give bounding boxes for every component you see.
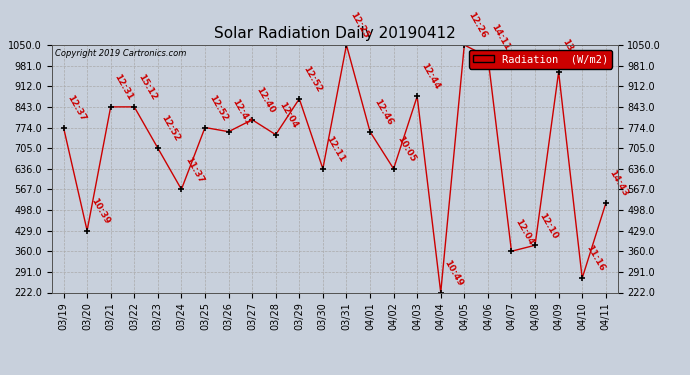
Text: 12:10: 12:10 — [537, 211, 559, 240]
Text: 12:52: 12:52 — [207, 93, 229, 123]
Text: 10:49: 10:49 — [442, 258, 465, 288]
Text: Copyright 2019 Cartronics.com: Copyright 2019 Cartronics.com — [55, 49, 186, 58]
Text: 12:41: 12:41 — [230, 98, 253, 127]
Text: 12:37: 12:37 — [66, 93, 88, 123]
Text: 11:37: 11:37 — [184, 155, 206, 184]
Text: 13:15: 13:15 — [560, 38, 582, 67]
Text: 12:40: 12:40 — [254, 86, 276, 115]
Title: Solar Radiation Daily 20190412: Solar Radiation Daily 20190412 — [214, 26, 455, 41]
Text: 15:12: 15:12 — [136, 73, 158, 102]
Text: 12:11: 12:11 — [325, 135, 347, 164]
Text: 11:16: 11:16 — [584, 244, 607, 273]
Text: 12:44: 12:44 — [419, 62, 442, 92]
Text: 12:52: 12:52 — [301, 64, 324, 94]
Text: 10:05: 10:05 — [395, 135, 417, 164]
Text: 12:46: 12:46 — [372, 98, 394, 127]
Text: 12:04: 12:04 — [277, 100, 299, 130]
Text: 10:39: 10:39 — [89, 196, 111, 226]
Text: 12:52: 12:52 — [159, 114, 182, 143]
Text: 12:31: 12:31 — [112, 73, 135, 102]
Text: 12:25: 12:25 — [348, 11, 371, 40]
Text: 14:11: 14:11 — [490, 22, 512, 52]
Legend: Radiation  (W/m2): Radiation (W/m2) — [469, 50, 612, 69]
Text: 12:04: 12:04 — [513, 217, 535, 246]
Text: 14:43: 14:43 — [608, 169, 630, 198]
Text: 12:26: 12:26 — [466, 11, 489, 40]
